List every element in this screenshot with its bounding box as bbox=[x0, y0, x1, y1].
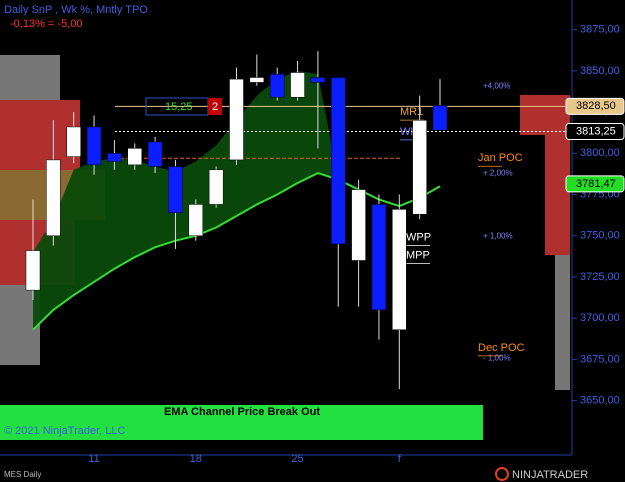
candle-body bbox=[229, 78, 244, 161]
candle-body bbox=[25, 250, 41, 291]
level-label: Dec POC bbox=[478, 342, 525, 354]
channel-area bbox=[33, 70, 339, 330]
x-tick-label: 25 bbox=[291, 453, 303, 465]
candle-body bbox=[188, 204, 204, 236]
channel-line bbox=[32, 172, 441, 331]
candle-body bbox=[290, 72, 305, 98]
chart-title: Daily SnP , Wk %, Mntly TPO bbox=[4, 4, 148, 16]
candle-body bbox=[269, 73, 285, 98]
level-label: MR1 bbox=[400, 106, 423, 118]
candle-body bbox=[208, 169, 224, 205]
percent-label: - 1,00% bbox=[483, 353, 511, 362]
candle-body bbox=[147, 141, 163, 167]
profile-bar bbox=[0, 55, 60, 100]
percent-label: +4,00% bbox=[483, 81, 510, 90]
candle-body bbox=[432, 105, 448, 131]
price-marker-label: 3781,47 bbox=[576, 178, 616, 190]
candle-body bbox=[351, 189, 366, 261]
x-tick-label: 11 bbox=[88, 453, 99, 465]
y-tick-label: 3800,00 bbox=[580, 147, 620, 159]
y-tick-label: 3700,00 bbox=[580, 312, 620, 324]
profile-bar bbox=[520, 95, 570, 135]
candle-body bbox=[66, 126, 81, 157]
candle-body bbox=[371, 204, 387, 311]
price-marker-label: 3828,50 bbox=[576, 100, 616, 112]
candle-body bbox=[168, 166, 183, 213]
instrument: MES Daily bbox=[4, 470, 41, 479]
candle-body bbox=[392, 209, 407, 330]
banner-text: EMA Channel Price Break Out bbox=[164, 406, 320, 418]
copyright: © 2021 NinjaTrader, LLC bbox=[4, 425, 125, 437]
level-label: MPP bbox=[406, 249, 430, 261]
count-box bbox=[208, 98, 222, 115]
candle-body bbox=[249, 77, 265, 83]
y-tick-label: 3725,00 bbox=[580, 271, 620, 283]
y-tick-label: 3675,00 bbox=[580, 353, 620, 365]
price-marker bbox=[565, 97, 625, 115]
value-box-text: 15,25 bbox=[165, 101, 193, 113]
y-tick-label: 3875,00 bbox=[580, 24, 620, 36]
percent-label: + 1,00% bbox=[483, 231, 513, 240]
y-tick-label: 3650,00 bbox=[580, 395, 620, 407]
y-tick-label: 3850,00 bbox=[580, 65, 620, 77]
candle-body bbox=[310, 77, 326, 83]
percent-label: + 2,00% bbox=[483, 169, 513, 178]
count-box-text: 2 bbox=[212, 101, 218, 113]
level-label: Jan POC bbox=[478, 152, 523, 164]
banner bbox=[0, 405, 483, 440]
candle-body bbox=[412, 120, 427, 215]
profile-bar bbox=[555, 255, 570, 390]
y-tick-label: 3750,00 bbox=[580, 230, 620, 242]
candle-body bbox=[331, 77, 346, 245]
right-profile bbox=[520, 95, 570, 390]
price-marker bbox=[565, 175, 625, 193]
x-tick-label: f bbox=[398, 453, 402, 465]
x-tick-label: 18 bbox=[190, 453, 202, 465]
candle-body bbox=[127, 148, 142, 166]
candle-body bbox=[46, 159, 61, 236]
candle-body bbox=[86, 126, 102, 166]
price-marker bbox=[565, 122, 625, 140]
price-marker-label: 3813,25 bbox=[576, 125, 616, 137]
profile-bar bbox=[545, 135, 570, 255]
brand: NINJATRADER bbox=[512, 469, 588, 481]
candle-body bbox=[107, 153, 122, 162]
chart-subtitle: -0,13% = -5,00 bbox=[10, 18, 82, 30]
level-label: WPP bbox=[406, 231, 431, 243]
logo-icon bbox=[495, 467, 509, 481]
